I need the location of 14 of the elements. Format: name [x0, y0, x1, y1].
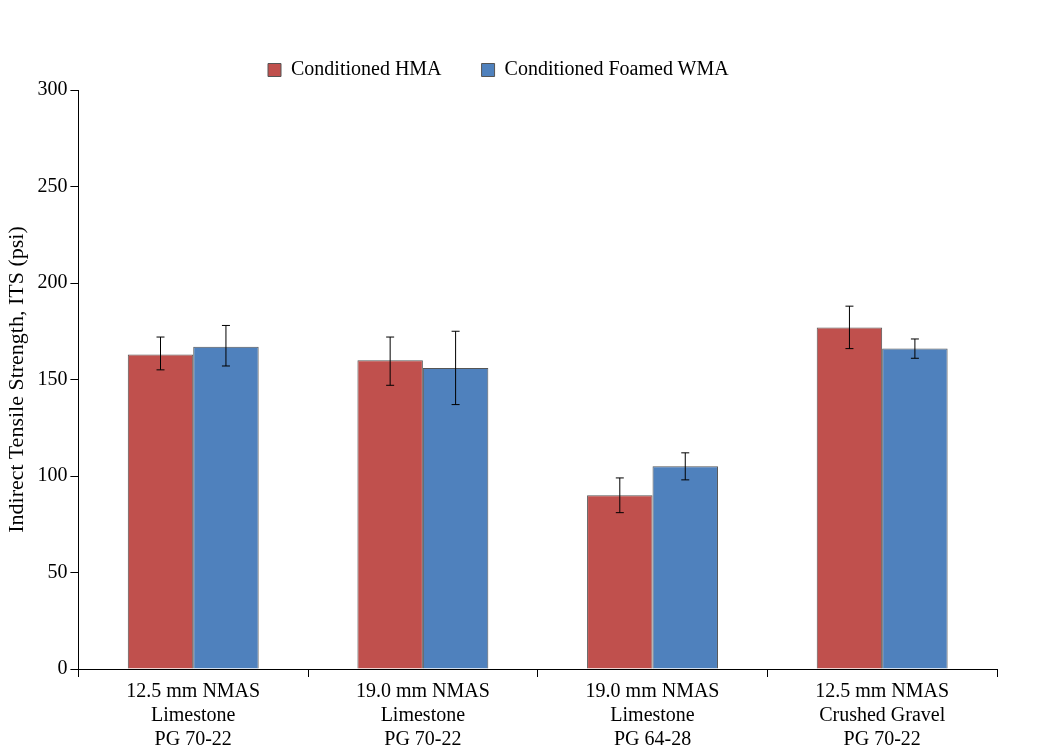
x-tick-label: 19.0 mm NMAS Limestone PG 70-22 — [355, 679, 490, 750]
y-tick-label: 0 — [57, 656, 68, 679]
x-tick-label: 12.5 mm NMAS Crushed Gravel PG 70-22 — [815, 679, 950, 750]
legend-label: Conditioned HMA — [291, 57, 443, 80]
y-axis-title: Indirect Tensile Strength, ITS (psi) — [2, 226, 28, 533]
y-tick-label: 150 — [37, 366, 68, 389]
x-tick-label: 19.0 mm NMAS Limestone PG 64-28 — [585, 679, 720, 750]
x-tick-label: 12.5 mm NMAS Limestone PG 70-22 — [126, 679, 261, 750]
legend-label: Conditioned Foamed WMA — [504, 57, 730, 80]
y-tick-label: 250 — [37, 173, 68, 196]
y-tick-label: 200 — [37, 270, 68, 293]
y-tick-label: 100 — [37, 463, 68, 486]
y-tick-label: 50 — [47, 559, 68, 582]
y-tick-label: 300 — [37, 77, 68, 100]
